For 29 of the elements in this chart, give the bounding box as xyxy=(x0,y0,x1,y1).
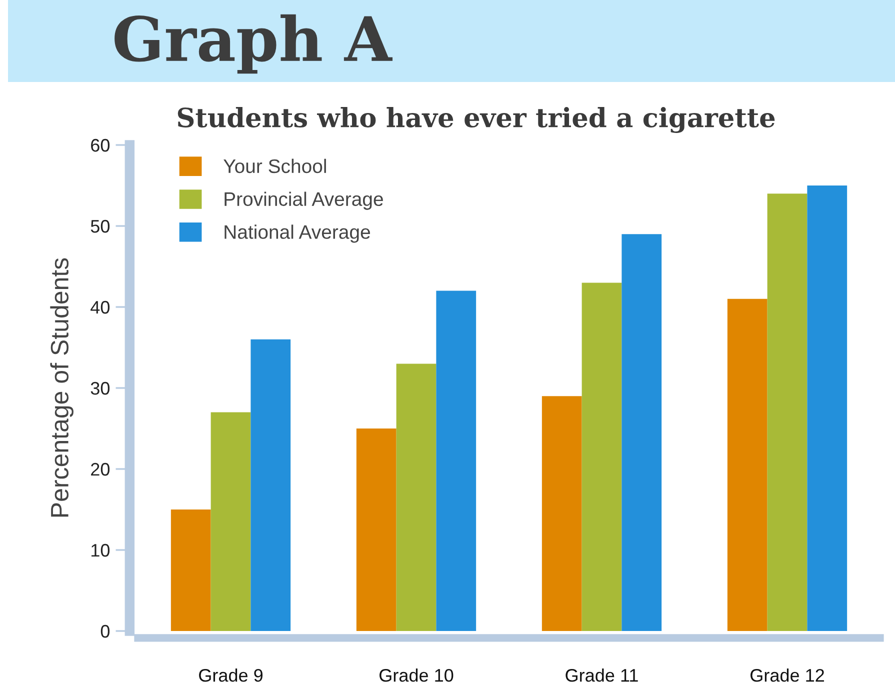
bar xyxy=(582,282,622,631)
bar xyxy=(807,186,848,631)
chart-subtitle: Students who have ever tried a cigarette xyxy=(178,107,775,133)
x-tick-label: Grade 9 xyxy=(199,668,263,682)
x-tick-label: Grade 10 xyxy=(380,668,454,682)
y-tick-label: 10 xyxy=(92,544,110,557)
bar xyxy=(622,234,662,631)
bar xyxy=(210,412,251,631)
bar xyxy=(542,396,582,631)
y-tick-label: 30 xyxy=(90,382,110,395)
bar xyxy=(250,339,291,631)
x-tick-label: Grade 11 xyxy=(566,668,638,682)
y-tick-label: 0 xyxy=(100,624,110,638)
legend-label: National Average xyxy=(224,224,370,243)
x-tick-label: Grade 12 xyxy=(750,668,824,682)
y-tick-label: 50 xyxy=(90,220,110,233)
y-tick-label: 20 xyxy=(91,462,110,476)
legend-label: Your School xyxy=(224,158,326,174)
bar xyxy=(356,428,396,631)
legend-label: Provincial Average xyxy=(224,192,383,210)
y-tick-label: 60 xyxy=(91,138,110,152)
bar xyxy=(767,194,808,631)
bar xyxy=(436,290,476,631)
y-axis-title: Percentage of Students xyxy=(50,258,74,517)
bar xyxy=(170,510,211,631)
bar xyxy=(727,298,768,631)
bar xyxy=(396,364,436,631)
chart-title: Graph A xyxy=(114,14,393,74)
y-tick-label: 40 xyxy=(90,300,110,314)
